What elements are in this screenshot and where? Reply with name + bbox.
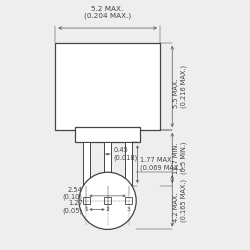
Bar [83, 142, 90, 186]
Bar [125, 142, 132, 186]
Text: 12.7 MIN.
(0.5 MIN.): 12.7 MIN. (0.5 MIN.) [174, 142, 187, 174]
Bar [83, 197, 90, 204]
Text: 4.2 MAX.
(0.165 MAX.): 4.2 MAX. (0.165 MAX.) [174, 179, 187, 222]
Text: 2.54
(0.10): 2.54 (0.10) [63, 186, 83, 200]
Text: 3: 3 [127, 207, 130, 212]
Text: 1: 1 [84, 207, 88, 212]
Text: 0.45
(0.018): 0.45 (0.018) [114, 148, 138, 161]
Circle shape [79, 172, 136, 230]
Text: 5.5 MAX.
(0.216 MAX.): 5.5 MAX. (0.216 MAX.) [174, 65, 187, 108]
Bar [104, 142, 111, 186]
Bar [56, 43, 160, 130]
Text: 1.27
(0.05): 1.27 (0.05) [62, 200, 83, 214]
Bar [75, 128, 140, 142]
Bar [125, 197, 132, 204]
Bar [104, 197, 111, 204]
Text: 5.2 MAX.
(0.204 MAX.): 5.2 MAX. (0.204 MAX.) [84, 6, 131, 19]
Text: 2: 2 [106, 207, 110, 212]
Text: 1.77 MAX.
(0.069 MAX.): 1.77 MAX. (0.069 MAX.) [140, 158, 183, 171]
